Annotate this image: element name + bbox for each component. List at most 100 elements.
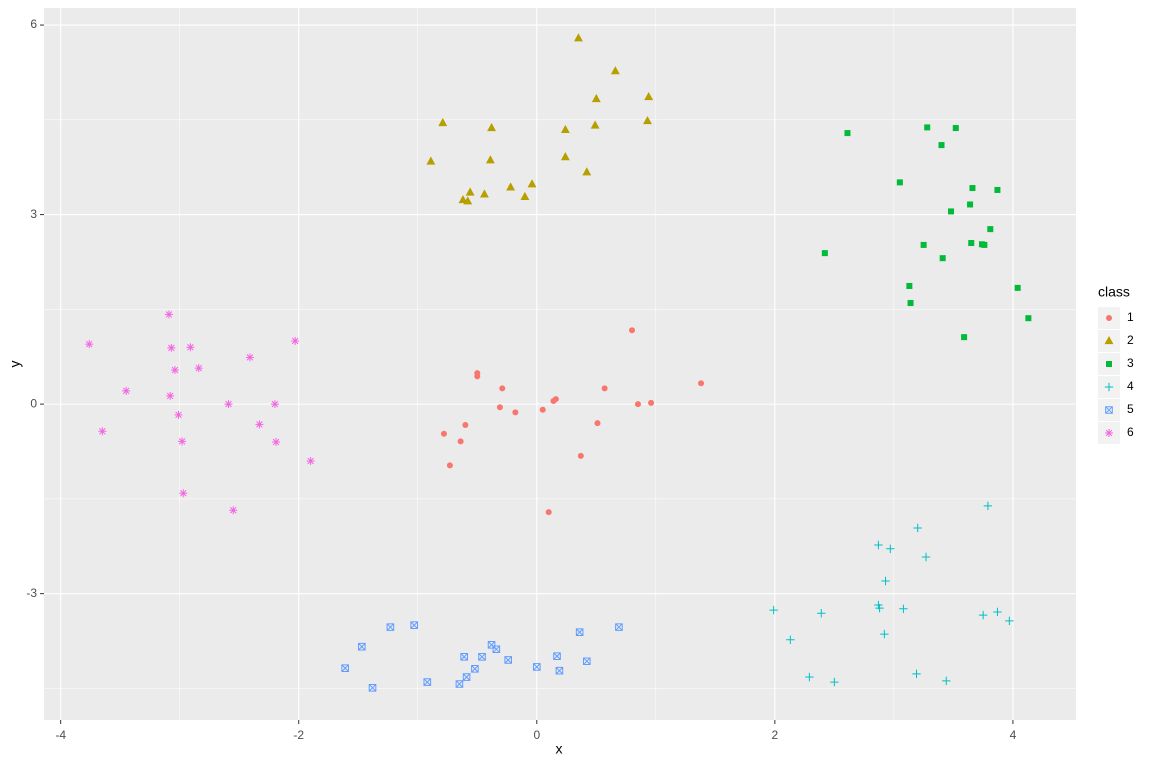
point xyxy=(270,400,279,409)
point xyxy=(880,629,889,639)
legend-label: 5 xyxy=(1127,402,1134,416)
y-tick-label: 0 xyxy=(30,396,37,410)
point xyxy=(471,665,479,673)
point xyxy=(438,117,448,127)
point xyxy=(426,156,436,165)
point xyxy=(460,653,468,661)
point xyxy=(830,677,839,687)
x-tick-label: 4 xyxy=(1010,728,1017,742)
y-tick-label: 6 xyxy=(30,17,37,31)
point xyxy=(978,610,988,620)
point xyxy=(245,353,254,362)
point xyxy=(983,501,993,511)
point xyxy=(994,186,1001,193)
x-tick-label: 0 xyxy=(533,728,540,742)
point xyxy=(906,282,913,289)
point xyxy=(575,628,584,636)
point xyxy=(440,430,447,437)
point xyxy=(410,621,418,630)
point xyxy=(594,420,601,427)
point xyxy=(912,669,921,679)
point xyxy=(553,652,561,660)
point xyxy=(1005,616,1014,626)
point xyxy=(987,226,994,233)
point xyxy=(255,420,264,429)
x-axis-title: x xyxy=(556,741,563,757)
point xyxy=(174,410,183,419)
point xyxy=(170,366,179,375)
point xyxy=(386,623,395,631)
legend-title: class xyxy=(1098,284,1130,300)
point xyxy=(769,605,778,615)
x-tick-label: -2 xyxy=(293,728,304,742)
point xyxy=(291,336,300,345)
point xyxy=(166,391,175,400)
point xyxy=(643,116,652,125)
legend-symbol xyxy=(1105,429,1113,437)
point xyxy=(463,196,473,205)
point xyxy=(492,645,501,654)
legend-label: 2 xyxy=(1127,333,1134,347)
legend-symbol xyxy=(1106,361,1112,367)
point xyxy=(341,664,349,672)
point xyxy=(601,385,608,392)
point xyxy=(532,663,541,671)
legend-symbol xyxy=(1105,406,1113,414)
point xyxy=(881,576,890,586)
point xyxy=(896,179,903,186)
point xyxy=(875,603,884,613)
point xyxy=(920,241,927,248)
point xyxy=(499,385,506,392)
point xyxy=(786,635,795,644)
point xyxy=(474,373,481,380)
point xyxy=(629,327,636,334)
legend-label: 1 xyxy=(1127,310,1134,324)
point xyxy=(455,680,464,688)
point xyxy=(458,195,468,204)
point xyxy=(948,208,955,215)
point xyxy=(164,310,173,319)
point xyxy=(512,409,519,416)
point xyxy=(167,343,176,352)
point xyxy=(487,122,496,132)
point xyxy=(85,340,94,349)
x-tick-label: 2 xyxy=(772,728,779,742)
legend-symbol xyxy=(1104,382,1114,392)
point xyxy=(550,397,557,404)
point xyxy=(577,452,584,459)
point xyxy=(224,400,233,409)
point xyxy=(423,678,432,686)
point xyxy=(555,666,564,675)
point xyxy=(961,334,968,341)
point xyxy=(446,462,453,469)
point xyxy=(993,607,1002,617)
point xyxy=(229,506,238,515)
point xyxy=(539,406,546,413)
point xyxy=(969,185,976,192)
point xyxy=(610,66,620,75)
point xyxy=(921,552,931,562)
point xyxy=(615,623,623,631)
point xyxy=(178,437,187,446)
point xyxy=(194,364,203,373)
point xyxy=(582,167,592,176)
point xyxy=(924,124,931,131)
point xyxy=(913,523,922,533)
panel xyxy=(44,8,1076,720)
point xyxy=(545,509,552,516)
y-axis-title: y xyxy=(7,361,23,368)
legend-label: 4 xyxy=(1127,379,1134,393)
point xyxy=(590,120,600,129)
point xyxy=(485,155,495,164)
point xyxy=(648,399,655,406)
x-tick-label: -4 xyxy=(55,728,66,742)
point xyxy=(805,672,814,682)
point xyxy=(368,683,377,692)
point xyxy=(457,438,464,445)
point xyxy=(506,182,516,191)
point xyxy=(967,201,974,208)
point xyxy=(560,152,570,161)
legend-symbol xyxy=(1104,335,1114,345)
point xyxy=(1014,284,1021,291)
point xyxy=(886,544,895,553)
